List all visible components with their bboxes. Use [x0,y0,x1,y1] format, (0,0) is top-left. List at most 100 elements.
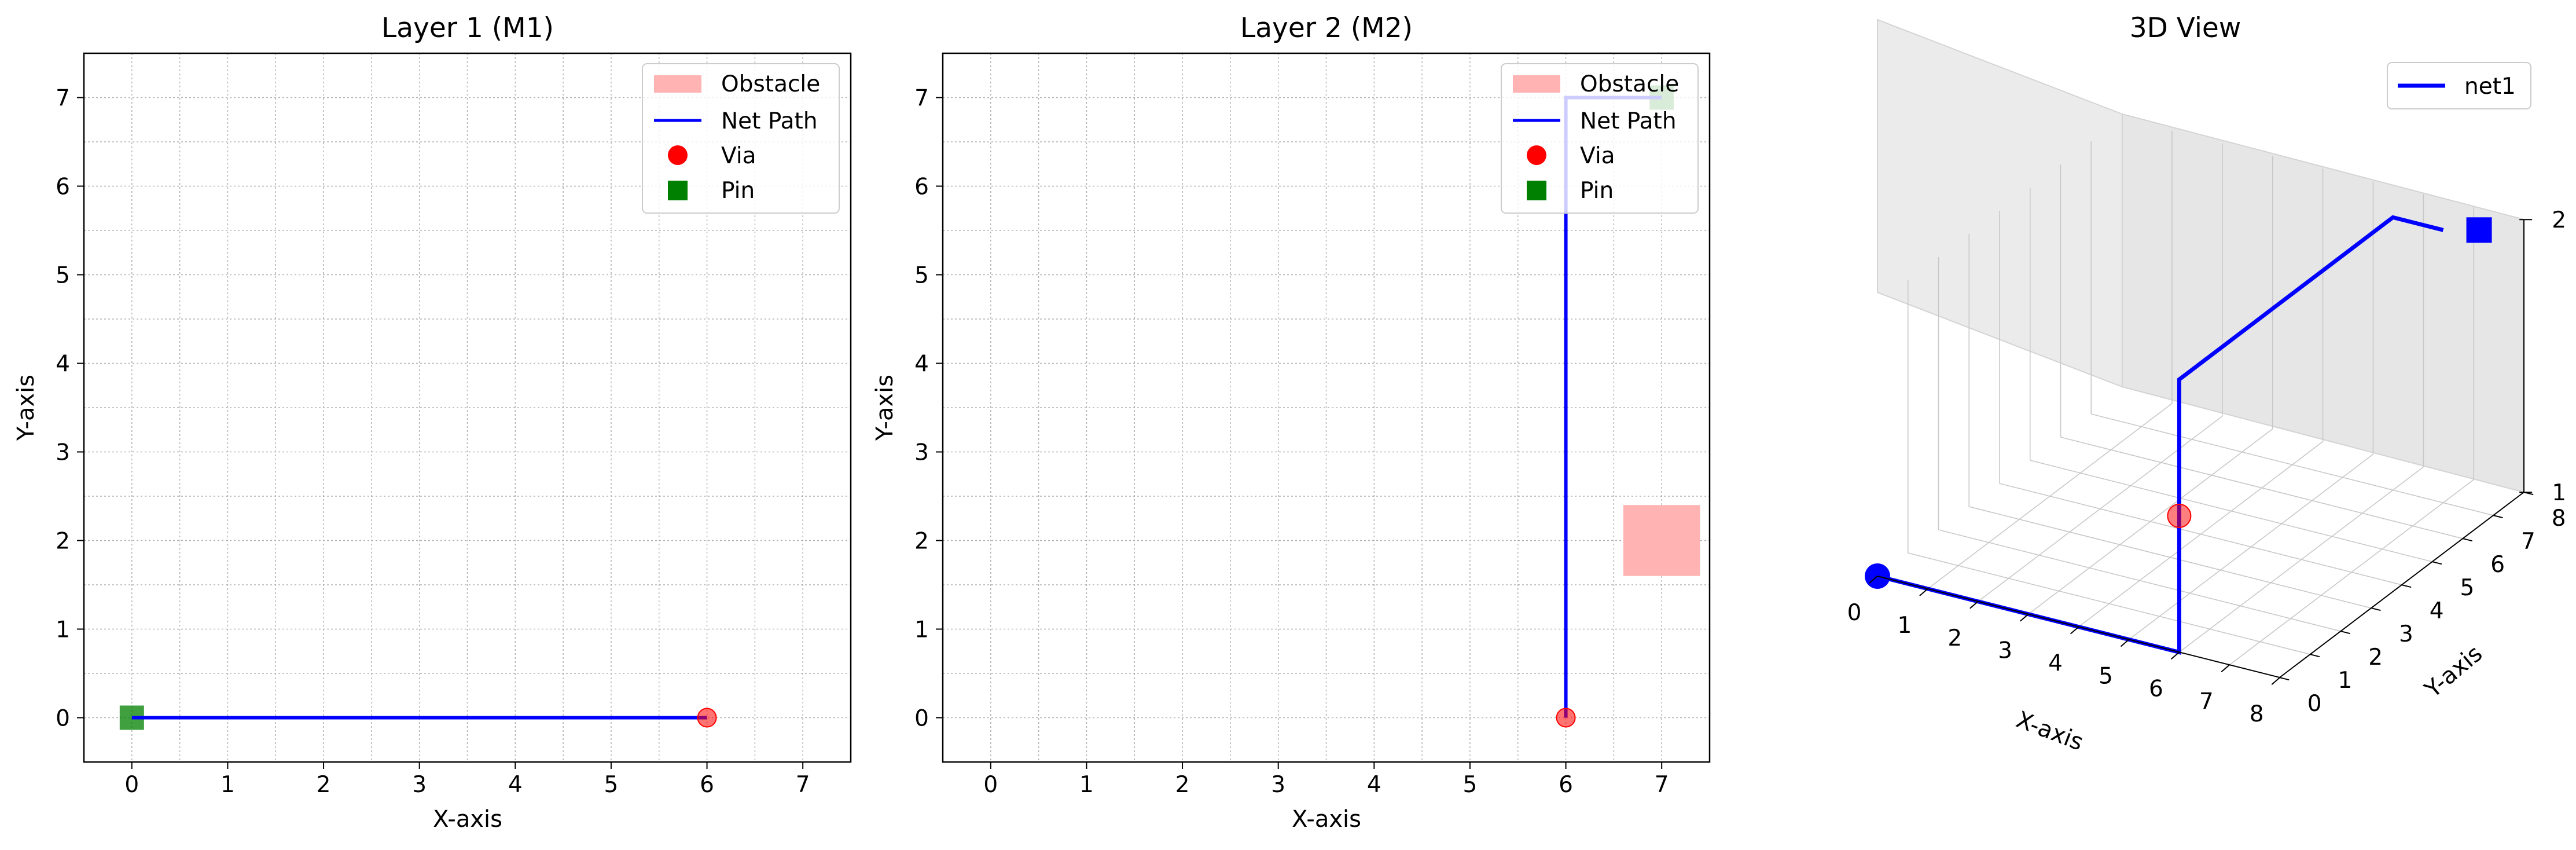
obstacle [1623,505,1700,576]
legend-via-swatch [1527,145,1546,165]
y-tick-mark [2310,654,2320,658]
x-tick-label: 1 [1079,772,1094,798]
legend-path-label: Net Path [721,108,818,134]
x-tick-label: 7 [2199,688,2214,715]
net1-end-marker [2466,217,2492,243]
x-tick-mark [1969,601,1979,609]
y-tick-label: 4 [2430,598,2444,624]
z-tick-label: 1 [2552,480,2566,506]
x-axis-label: X-axis [1292,806,1361,833]
y-tick-label: 2 [2368,644,2383,671]
x-tick-label: 4 [2048,651,2063,677]
panel-title: Layer 2 (M2) [1240,12,1413,44]
y-tick-label: 5 [56,263,70,289]
floor-grid-y [1999,483,2402,585]
x-tick-label: 6 [700,772,714,798]
x-tick-mark [2221,664,2230,673]
y-tick-mark [2340,631,2350,635]
y-axis-label: Y-axis [2419,640,2487,704]
via-marker-3d [2167,503,2192,528]
y-tick-label: 3 [56,440,70,466]
x-tick-label: 5 [2099,664,2113,690]
panel-layer1: Layer 1 (M1) 0 1 2 3 4 5 6 7 0 1 2 3 4 5 6 7 X-axis Y-… [13,12,852,833]
legend-path-label: Net Path [1580,108,1677,134]
x-tick-label: 0 [983,772,998,798]
y-tick-label: 7 [2521,529,2535,555]
y-axis-label: Y-axis [872,375,898,441]
x-tick-mark [2070,626,2079,635]
floor-grid-y [2060,437,2463,539]
y-tick-label: 5 [2460,575,2475,601]
y-tick-mark [2493,515,2503,519]
legend: net1 [2387,62,2531,109]
y-tick-label: 1 [56,617,70,643]
y-ticks: 0 1 2 3 4 5 6 7 [914,86,943,732]
x-tick-mark [2020,613,2029,622]
legend-obstacle-label: Obstacle [1580,71,1679,97]
y-tick-label: 8 [2552,505,2566,532]
y-tick-label: 0 [2307,691,2322,717]
y-tick-label: 1 [914,617,929,643]
x-tick-label: 0 [1847,600,1862,626]
x-tick-mark [1919,588,1928,596]
x-tick-label: 7 [1655,772,1669,798]
legend-net-label: net1 [2464,74,2516,100]
y-tick-label: 0 [914,706,929,732]
x-tick-label: 4 [508,772,523,798]
axes-frame [83,52,852,763]
z-tick-label: 2 [2552,207,2566,233]
y-tick-label: 1 [2338,668,2353,694]
y-tick-label: 3 [2399,621,2413,647]
panel-title: Layer 1 (M1) [381,12,554,44]
x-tick-label: 6 [2149,676,2163,702]
panel-layer2: Layer 2 (M2) 0 1 2 3 4 5 6 7 0 1 2 3 4 5 6 7 X-axis Y-… [872,12,1711,833]
x-tick-label: 1 [1897,613,1912,639]
floor-grid-y [2030,460,2433,562]
legend-pin-swatch [668,181,688,200]
x-tick-label: 2 [317,772,331,798]
legend-pin-label: Pin [1580,178,1614,204]
y-tick-label: 4 [914,351,929,378]
x-tick-label: 6 [1559,772,1573,798]
y-tick-label: 6 [56,174,70,200]
x-tick-mark [2120,639,2130,647]
x-tick-label: 3 [1998,638,2012,664]
x-tick-label: 5 [604,772,619,798]
x-tick-label: 3 [412,772,427,798]
legend-box [1501,63,1699,214]
y-tick-mark [2401,584,2412,588]
x-tick-label: 5 [1463,772,1478,798]
x-axis-label: X-axis [433,806,502,833]
x-axis-label: X-axis [2012,706,2087,756]
via-marker [1556,708,1576,728]
x-tick-label: 7 [796,772,810,798]
legend-via-swatch [668,145,688,165]
x-tick-label: 2 [1947,625,1962,651]
legend-obstacle-label: Obstacle [721,71,820,97]
y-tick-label: 5 [914,263,929,289]
legend-box [2387,62,2531,109]
legend-box [642,63,840,214]
legend: Obstacle Net Path Via Pin [642,63,840,214]
floor-grid-x [2178,466,2424,653]
y-tick-label: 3 [914,440,929,466]
y-tick-label: 6 [2490,552,2505,578]
floor-grid-x [2229,479,2474,665]
x-tick-label: 4 [1367,772,1381,798]
x-tick-label: 3 [1271,772,1285,798]
legend-obstacle-swatch [654,75,701,93]
plot-marks [119,705,717,730]
legend-obstacle-swatch [1513,75,1560,93]
legend-pin-label: Pin [721,178,755,204]
legend-pin-swatch [1527,181,1546,200]
x-tick-label: 2 [1175,772,1190,798]
x-tick-label: 8 [2250,701,2264,727]
y-ticks: 0 1 2 3 4 5 6 7 [56,86,84,732]
axes-frame [942,52,1711,763]
y-axis-line [2279,492,2524,678]
y-tick-label: 6 [914,174,929,200]
legend-via-label: Via [721,143,756,169]
x-ticks: 0 1 2 3 4 5 6 7 8 [1847,576,2280,727]
